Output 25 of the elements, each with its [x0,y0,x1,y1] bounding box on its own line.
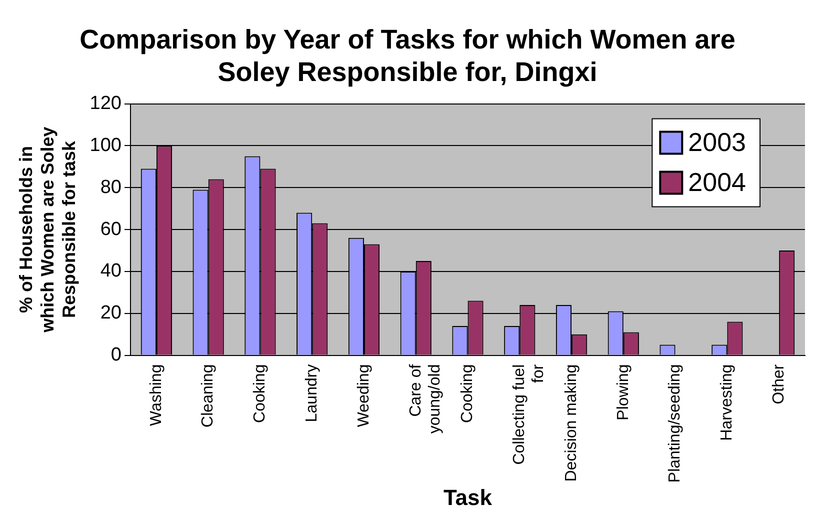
x-tick-label: Planting/seeding [666,364,684,483]
x-tick-label: Weeding [355,364,372,428]
y-tick-label: 80 [100,176,122,198]
x-tick-label: Decision making [562,364,580,482]
y-tick-label: 20 [100,302,122,324]
y-tick-label: 120 [90,93,122,114]
x-tick-label: Harvesting [718,364,736,441]
legend-label: 2004 [688,166,746,197]
y-axis-title: % of Households in which Women are Soley Responsible for task [16,126,79,334]
x-tick-label: Washing [148,364,165,426]
x-tick-label: Other [770,364,788,404]
x-tick-label: Cooking [252,364,269,423]
y-tick-label: 100 [90,134,122,156]
legend-label: 2003 [688,126,746,157]
chart-title: Comparison by Year of Tasks for which Women are Soley Responsible for, Dingxi [80,24,736,88]
x-tick-label: Laundry [304,364,321,422]
x-tick-label: Plowing [614,364,632,420]
x-tick-label: Care of young/old [407,364,444,434]
x-tick-label: Cooking [459,364,476,423]
y-tick-label: 0 [110,344,122,366]
y-tick-label: 60 [100,218,122,240]
y-tick-label: 40 [100,260,122,282]
x-tick-label: Cleaning [200,364,217,428]
x-axis-title: Task [443,484,493,510]
x-tick-label: Collecting fuel for [511,364,548,465]
